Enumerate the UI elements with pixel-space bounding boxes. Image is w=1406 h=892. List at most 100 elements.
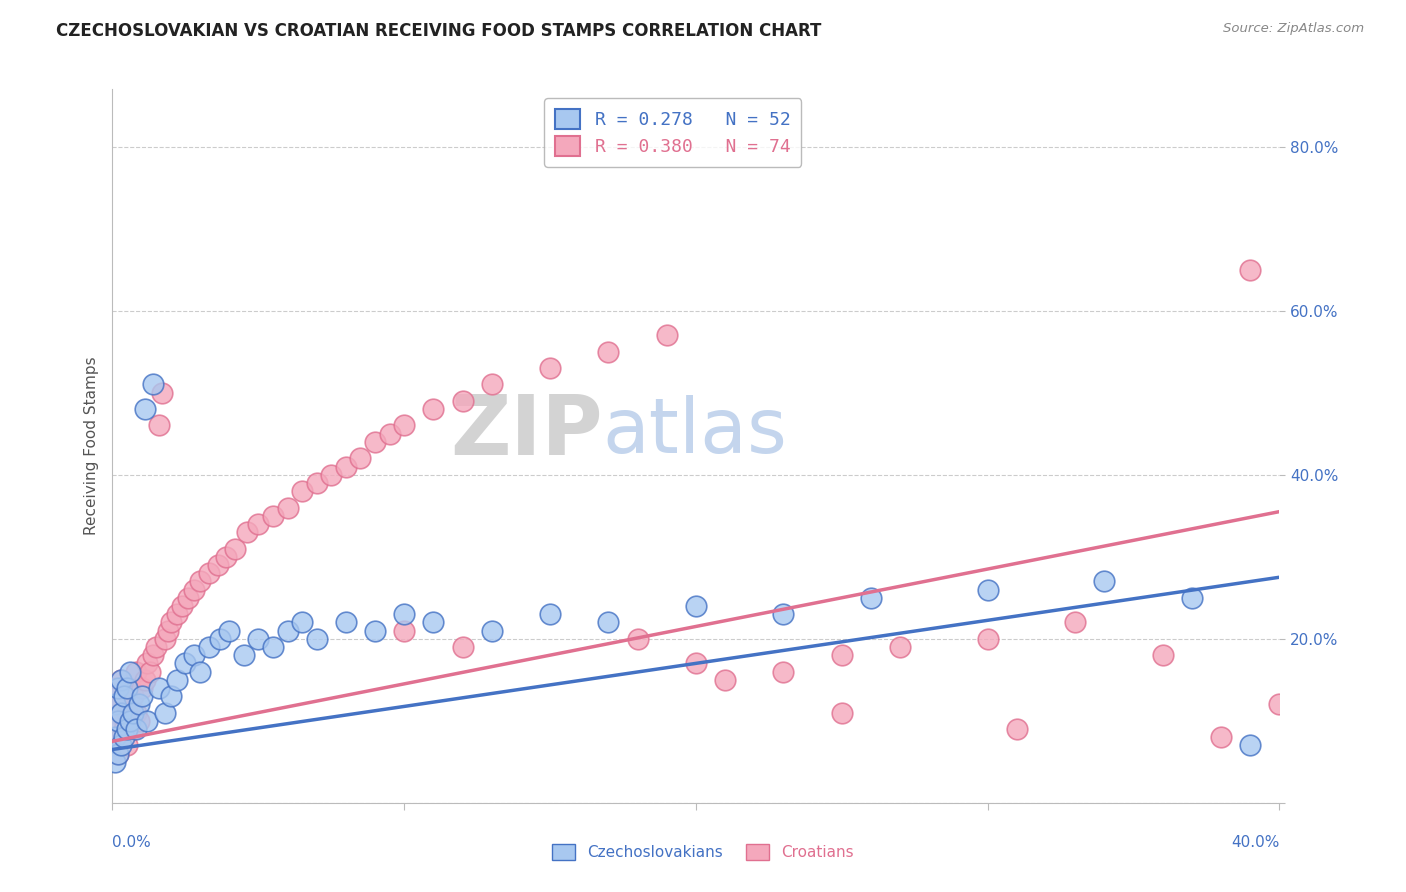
Point: [378, 426, 401, 441]
Point: [107, 689, 129, 703]
Point: [772, 665, 794, 679]
Point: [183, 648, 205, 662]
Point: [1064, 615, 1087, 630]
Text: CZECHOSLOVAKIAN VS CROATIAN RECEIVING FOOD STAMPS CORRELATION CHART: CZECHOSLOVAKIAN VS CROATIAN RECEIVING FO…: [56, 22, 821, 40]
Point: [174, 657, 197, 671]
Point: [125, 706, 148, 720]
Point: [772, 607, 794, 622]
Point: [197, 640, 219, 654]
Text: ZIP: ZIP: [450, 392, 603, 472]
Legend: R = 0.278   N = 52, R = 0.380   N = 74: R = 0.278 N = 52, R = 0.380 N = 74: [544, 98, 801, 167]
Point: [107, 714, 129, 728]
Point: [115, 706, 138, 720]
Point: [115, 681, 138, 695]
Point: [1094, 574, 1116, 589]
Point: [104, 706, 127, 720]
Point: [112, 730, 135, 744]
Point: [291, 615, 314, 630]
Point: [215, 549, 238, 564]
Point: [118, 665, 141, 679]
Point: [481, 624, 503, 638]
Point: [125, 665, 148, 679]
Point: [104, 698, 127, 712]
Point: [160, 615, 183, 630]
Point: [860, 591, 883, 605]
Point: [598, 344, 620, 359]
Point: [262, 640, 284, 654]
Point: [107, 714, 129, 728]
Point: [172, 599, 194, 613]
Point: [321, 467, 343, 482]
Point: [153, 632, 176, 646]
Point: [128, 714, 150, 728]
Point: [247, 516, 270, 531]
Point: [451, 393, 474, 408]
Point: [364, 624, 387, 638]
Point: [142, 377, 165, 392]
Point: [394, 418, 416, 433]
Point: [118, 681, 141, 695]
Point: [145, 640, 167, 654]
Point: [349, 451, 371, 466]
Point: [110, 673, 132, 687]
Point: [118, 714, 141, 728]
Point: [177, 591, 200, 605]
Point: [142, 648, 165, 662]
Point: [160, 689, 183, 703]
Point: [107, 747, 129, 761]
Legend: Czechoslovakians, Croatians: Czechoslovakians, Croatians: [546, 838, 860, 866]
Text: Source: ZipAtlas.com: Source: ZipAtlas.com: [1223, 22, 1364, 36]
Point: [1209, 730, 1232, 744]
Point: [166, 607, 188, 622]
Point: [148, 418, 170, 433]
Point: [136, 714, 159, 728]
Point: [110, 673, 132, 687]
Point: [107, 681, 129, 695]
Point: [156, 624, 179, 638]
Point: [976, 632, 998, 646]
Point: [305, 475, 328, 490]
Point: [655, 328, 678, 343]
Point: [136, 657, 159, 671]
Point: [131, 689, 153, 703]
Point: [183, 582, 205, 597]
Point: [394, 624, 416, 638]
Point: [115, 722, 138, 736]
Point: [276, 500, 298, 515]
Point: [153, 706, 176, 720]
Y-axis label: Receiving Food Stamps: Receiving Food Stamps: [83, 357, 98, 535]
Point: [209, 632, 232, 646]
Point: [232, 648, 254, 662]
Point: [235, 525, 257, 540]
Point: [1239, 262, 1261, 277]
Point: [291, 484, 314, 499]
Point: [1239, 739, 1261, 753]
Point: [110, 730, 132, 744]
Text: 40.0%: 40.0%: [1232, 835, 1279, 850]
Point: [125, 722, 148, 736]
Point: [122, 689, 145, 703]
Point: [1181, 591, 1204, 605]
Point: [831, 648, 853, 662]
Point: [112, 722, 135, 736]
Point: [335, 615, 357, 630]
Point: [122, 706, 145, 720]
Point: [247, 632, 270, 646]
Point: [889, 640, 911, 654]
Point: [110, 706, 132, 720]
Point: [976, 582, 998, 597]
Point: [1152, 648, 1174, 662]
Point: [218, 624, 240, 638]
Point: [104, 681, 127, 695]
Point: [627, 632, 650, 646]
Point: [104, 739, 127, 753]
Point: [262, 508, 284, 523]
Point: [685, 599, 707, 613]
Point: [831, 706, 853, 720]
Point: [122, 722, 145, 736]
Point: [134, 673, 156, 687]
Point: [1005, 722, 1028, 736]
Point: [598, 615, 620, 630]
Point: [305, 632, 328, 646]
Point: [166, 673, 188, 687]
